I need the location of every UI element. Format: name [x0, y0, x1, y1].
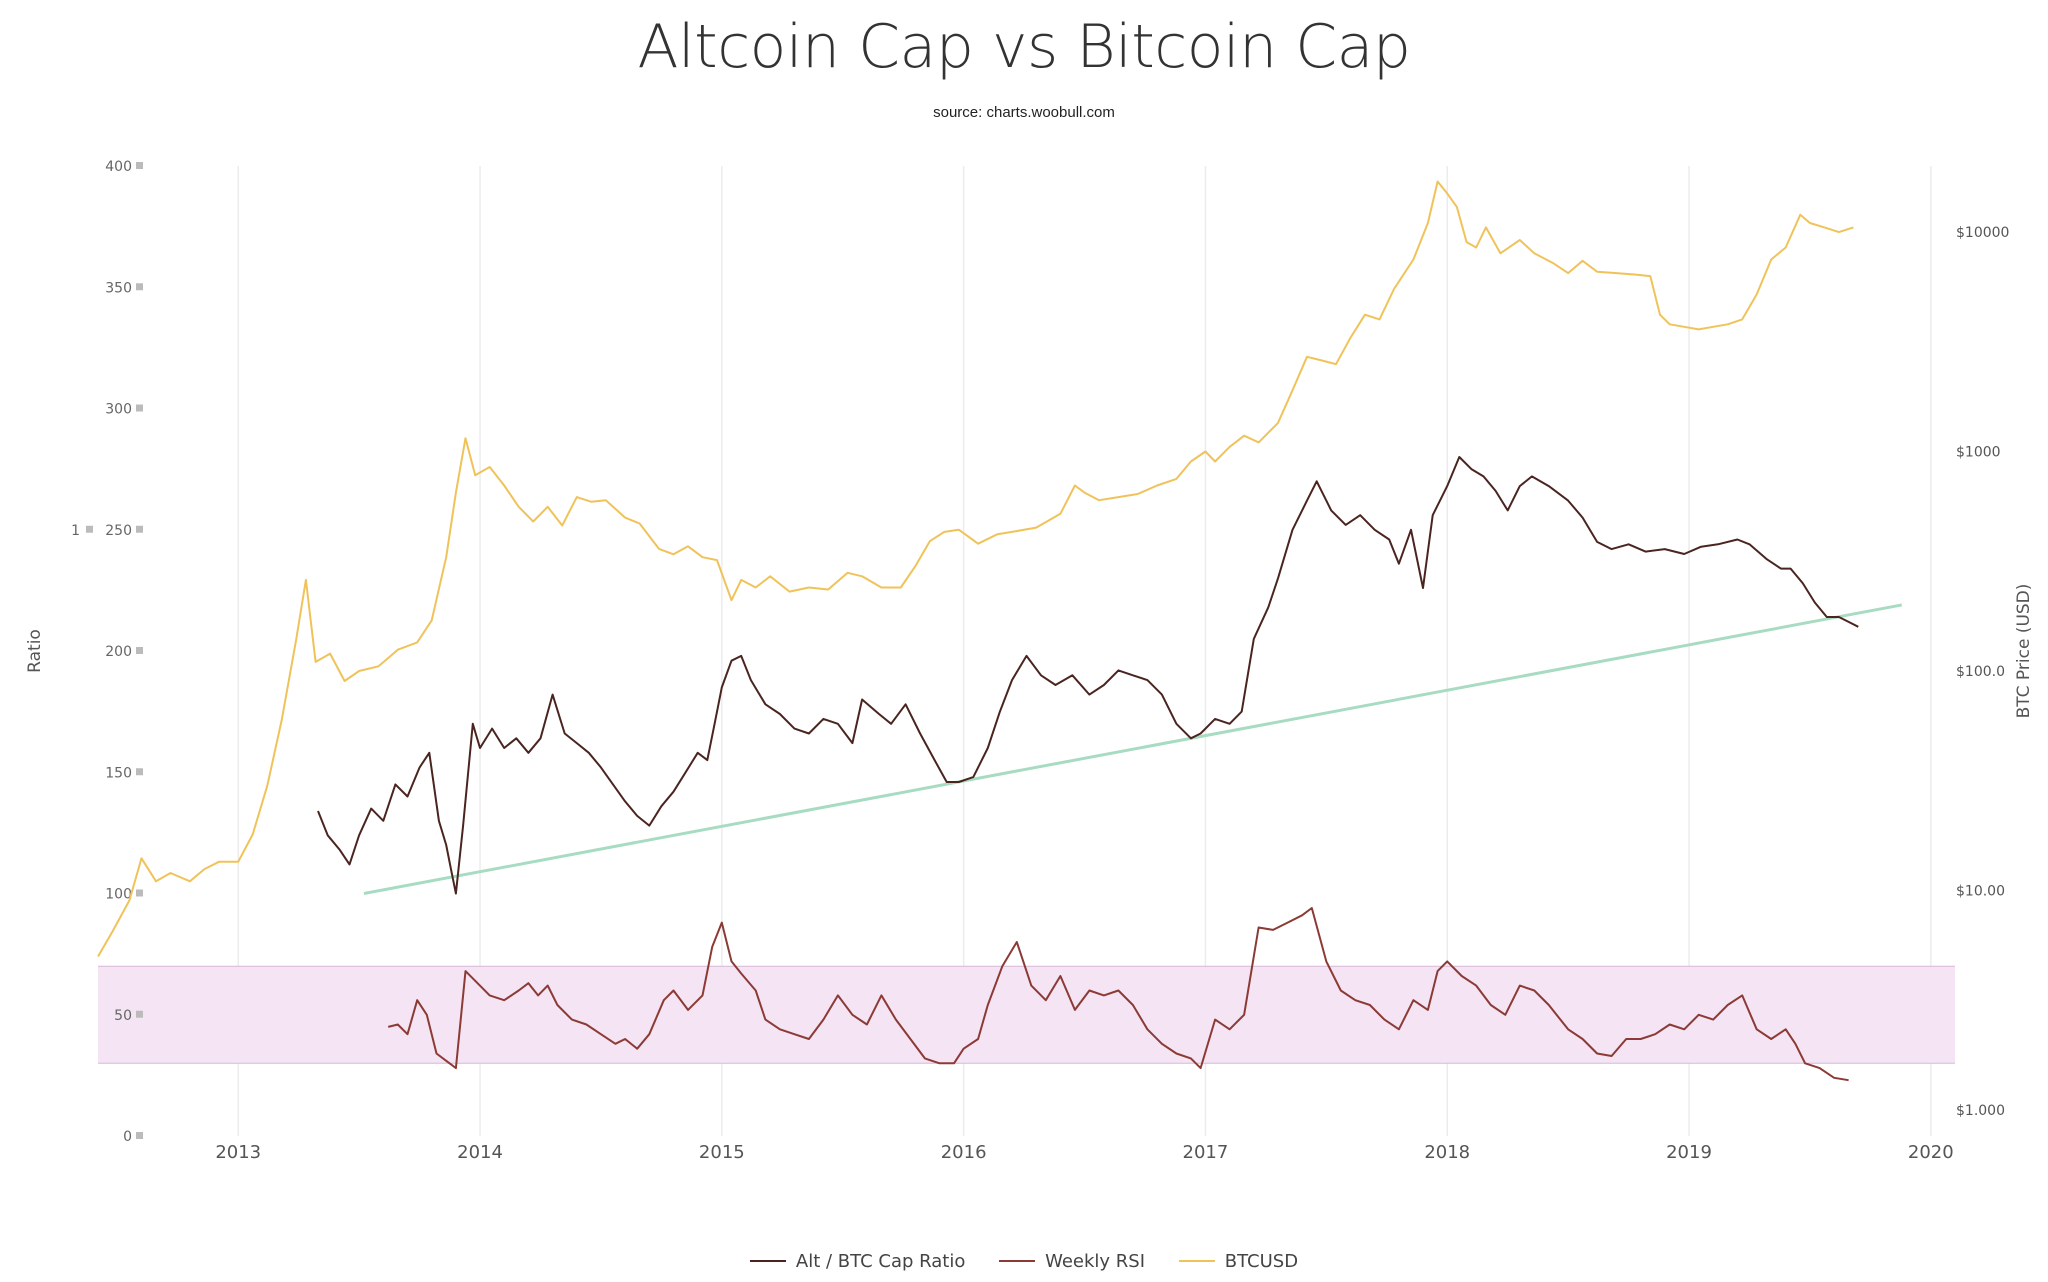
left-tick-0: 0 — [123, 1129, 132, 1145]
legend-swatch-rsi — [999, 1260, 1036, 1262]
left-tick-350: 350 — [105, 280, 132, 296]
chart-title: Altcoin Cap vs Bitcoin Cap — [637, 12, 1411, 82]
right-tick-$1.000: $1.000 — [1956, 1103, 2005, 1119]
left-tick-mark-350 — [136, 283, 143, 291]
left-tick-mark-100 — [136, 889, 143, 897]
right-tick-$1000: $1000 — [1956, 445, 2001, 461]
right-axis-label: BTC Price (USD) — [2014, 584, 2034, 719]
left-tick-100: 100 — [105, 887, 132, 903]
right-tick-$100.0: $100.0 — [1956, 664, 2005, 680]
legend-swatch-btcusd — [1178, 1260, 1215, 1262]
left-tick-300: 300 — [105, 402, 132, 418]
left-extra-tick-label: 1 — [71, 523, 80, 539]
legend-item-ratio[interactable]: Alt / BTC Cap Ratio — [749, 1250, 966, 1272]
x-tick-2013: 2013 — [215, 1142, 261, 1163]
x-axis-ticks: 2013 2014 2015 2016 2017 2018 2019 2020 — [215, 1142, 1953, 1163]
x-tick-2015: 2015 — [699, 1142, 745, 1163]
left-tick-200: 200 — [105, 644, 132, 660]
right-tick-$10000: $10000 — [1956, 225, 2009, 241]
right-tick-$10.00: $10.00 — [1956, 883, 2005, 899]
x-tick-2020: 2020 — [1908, 1142, 1954, 1163]
legend-label-btcusd: BTCUSD — [1224, 1250, 1299, 1272]
x-tick-2019: 2019 — [1666, 1142, 1712, 1163]
right-axis-ticks: $1.000 $10.00 $100.0 $1000 $10000 — [1956, 225, 2009, 1119]
left-tick-400: 400 — [105, 159, 132, 175]
left-tick-mark-200 — [136, 647, 143, 654]
left-tick-150: 150 — [105, 765, 132, 781]
chart-subtitle: source: charts.woobull.com — [933, 104, 1115, 121]
left-tick-50: 50 — [114, 1008, 132, 1024]
x-tick-2014: 2014 — [457, 1142, 503, 1163]
legend: Alt / BTC Cap Ratio Weekly RSI BTCUSD — [0, 1246, 2048, 1272]
legend-label-rsi: Weekly RSI — [1045, 1250, 1146, 1272]
left-axis-label: Ratio — [25, 629, 45, 673]
legend-item-rsi[interactable]: Weekly RSI — [999, 1251, 1145, 1272]
left-tick-mark-400 — [136, 162, 143, 169]
left-tick-mark-150 — [136, 768, 143, 776]
trendline — [363, 603, 1903, 895]
rsi-band — [98, 966, 1955, 1064]
x-tick-2017: 2017 — [1183, 1142, 1229, 1163]
left-tick-mark-300 — [136, 404, 143, 412]
left-tick-mark-0 — [136, 1132, 143, 1139]
series-alt-btc-ratio-line — [317, 456, 1859, 895]
legend-swatch-ratio — [749, 1260, 786, 1262]
series-btcusd-line — [97, 180, 1854, 958]
legend-item-btcusd[interactable]: BTCUSD — [1178, 1250, 1299, 1272]
left-tick-250: 250 — [105, 523, 132, 539]
x-tick-2018: 2018 — [1424, 1142, 1470, 1163]
left-tick-mark-50 — [136, 1010, 143, 1018]
left-extra-tick-mark — [86, 525, 93, 533]
legend-label-ratio: Alt / BTC Cap Ratio — [795, 1250, 966, 1272]
x-tick-2016: 2016 — [941, 1142, 987, 1163]
series-weekly-rsi-line — [387, 907, 1849, 1082]
left-axis-ticks: 0 50 100 150 200 250 300 350 400 1 — [71, 159, 143, 1145]
left-tick-mark-250 — [136, 525, 143, 533]
